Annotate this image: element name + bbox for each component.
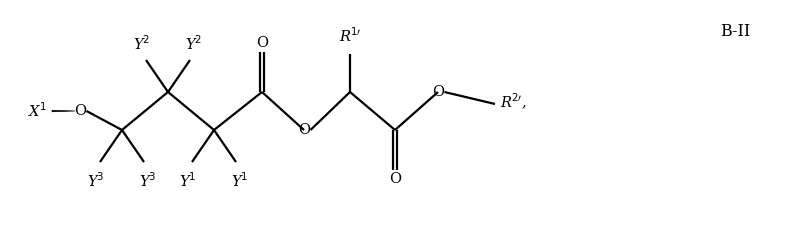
Text: Y$^1$: Y$^1$ <box>231 171 249 190</box>
Text: Y$^2$: Y$^2$ <box>133 34 150 53</box>
Text: Y$^1$: Y$^1$ <box>179 171 196 190</box>
Text: O: O <box>256 36 268 50</box>
Text: Y$^2$: Y$^2$ <box>185 34 203 53</box>
Polygon shape <box>52 110 75 112</box>
Text: O: O <box>432 85 444 99</box>
Text: R$^{2\prime}$,: R$^{2\prime}$, <box>500 92 527 112</box>
Text: Y$^3$: Y$^3$ <box>87 171 105 190</box>
Text: X$^1$: X$^1$ <box>28 102 47 120</box>
Text: O: O <box>298 123 310 137</box>
Text: O: O <box>74 104 86 118</box>
Text: Y$^3$: Y$^3$ <box>139 171 157 190</box>
Text: R$^{1\prime}$: R$^{1\prime}$ <box>339 26 361 45</box>
Text: B-II: B-II <box>720 22 750 39</box>
Text: O: O <box>389 172 401 186</box>
